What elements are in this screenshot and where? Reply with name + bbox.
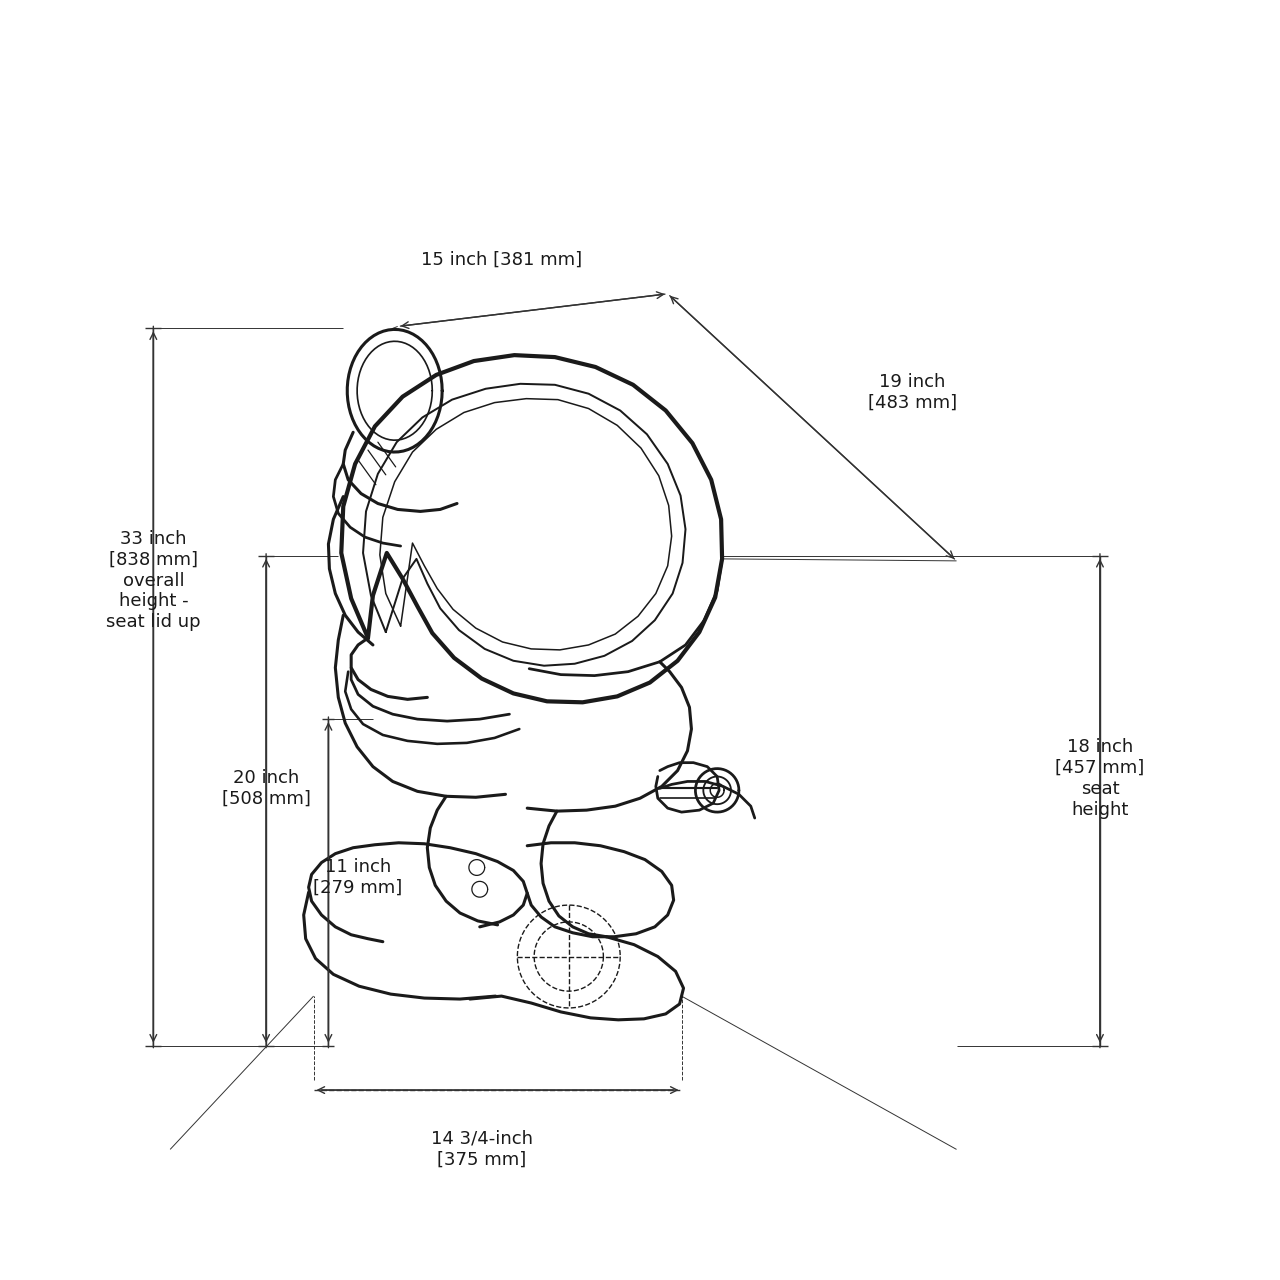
- Text: 18 inch
[457 mm]
seat
height: 18 inch [457 mm] seat height: [1055, 739, 1144, 819]
- Text: 19 inch
[483 mm]: 19 inch [483 mm]: [868, 374, 956, 412]
- Text: 20 inch
[508 mm]: 20 inch [508 mm]: [221, 769, 311, 808]
- Text: 11 inch
[279 mm]: 11 inch [279 mm]: [314, 858, 403, 897]
- Text: 14 3/4-inch
[375 mm]: 14 3/4-inch [375 mm]: [431, 1130, 532, 1169]
- Text: 15 inch [381 mm]: 15 inch [381 mm]: [421, 251, 582, 269]
- Text: 33 inch
[838 mm]
overall
height -
seat lid up: 33 inch [838 mm] overall height - seat l…: [106, 530, 201, 631]
